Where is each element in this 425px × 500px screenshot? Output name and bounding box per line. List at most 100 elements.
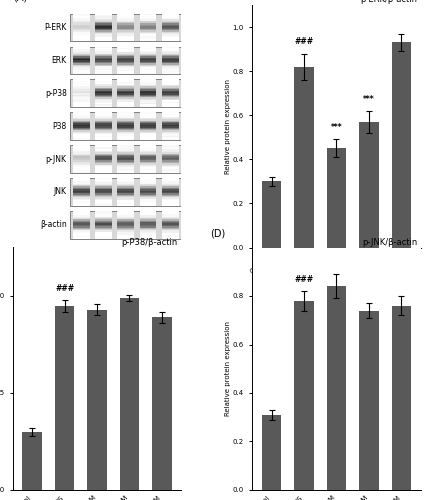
Bar bbox=[162, 102, 178, 103]
Bar bbox=[117, 15, 134, 16]
Bar bbox=[73, 225, 90, 226]
Bar bbox=[117, 136, 134, 138]
Bar bbox=[117, 125, 134, 126]
Bar bbox=[162, 214, 178, 215]
Bar bbox=[117, 86, 134, 88]
Bar bbox=[162, 203, 178, 204]
Bar bbox=[73, 125, 90, 126]
Bar bbox=[117, 204, 134, 206]
Bar bbox=[73, 160, 90, 162]
Bar bbox=[73, 89, 90, 90]
Bar bbox=[95, 194, 112, 196]
Bar bbox=[162, 48, 178, 50]
Bar bbox=[117, 189, 134, 190]
Bar bbox=[162, 128, 178, 129]
Bar bbox=[140, 232, 156, 233]
Bar bbox=[120, 298, 139, 490]
Bar bbox=[140, 16, 156, 18]
Bar bbox=[140, 88, 156, 89]
Bar bbox=[95, 84, 112, 85]
Bar bbox=[140, 220, 156, 222]
Bar bbox=[140, 55, 156, 56]
Bar bbox=[95, 158, 112, 159]
Bar bbox=[73, 82, 90, 84]
Bar bbox=[73, 15, 90, 16]
Bar bbox=[162, 115, 178, 116]
Bar bbox=[73, 122, 90, 124]
Bar bbox=[95, 132, 112, 133]
Bar bbox=[73, 236, 90, 238]
Bar bbox=[140, 28, 156, 29]
Bar bbox=[117, 88, 134, 89]
Bar bbox=[162, 22, 178, 24]
Bar bbox=[73, 216, 90, 218]
Bar bbox=[140, 224, 156, 225]
Bar bbox=[140, 230, 156, 232]
Bar bbox=[162, 62, 178, 63]
Bar bbox=[117, 163, 134, 164]
Bar bbox=[95, 150, 112, 151]
Bar bbox=[140, 236, 156, 238]
Bar bbox=[140, 166, 156, 168]
Bar bbox=[162, 28, 178, 29]
Bar bbox=[162, 72, 178, 73]
Bar bbox=[117, 102, 134, 103]
Bar bbox=[117, 38, 134, 40]
Bar bbox=[140, 50, 156, 51]
Bar bbox=[95, 15, 112, 16]
Bar bbox=[95, 196, 112, 198]
Bar bbox=[117, 99, 134, 100]
Bar bbox=[140, 70, 156, 71]
Bar bbox=[162, 120, 178, 122]
Bar bbox=[162, 228, 178, 229]
Bar bbox=[95, 50, 112, 51]
Bar bbox=[73, 116, 90, 118]
Bar bbox=[95, 138, 112, 140]
Bar bbox=[140, 58, 156, 59]
Bar bbox=[73, 68, 90, 70]
Bar bbox=[140, 215, 156, 216]
Text: –: – bbox=[79, 270, 83, 279]
Bar bbox=[117, 146, 134, 148]
Bar bbox=[73, 81, 90, 82]
Bar bbox=[95, 114, 112, 115]
FancyBboxPatch shape bbox=[70, 146, 181, 173]
Bar bbox=[73, 16, 90, 18]
Bar bbox=[140, 73, 156, 74]
Bar bbox=[140, 82, 156, 84]
Bar bbox=[162, 202, 178, 203]
Bar bbox=[95, 151, 112, 152]
Bar bbox=[117, 158, 134, 159]
Bar bbox=[140, 198, 156, 199]
Bar bbox=[117, 188, 134, 189]
Bar bbox=[73, 58, 90, 59]
Bar bbox=[117, 126, 134, 128]
Bar bbox=[140, 180, 156, 181]
Bar bbox=[95, 178, 112, 180]
Bar bbox=[95, 63, 112, 64]
Bar bbox=[73, 84, 90, 85]
Bar bbox=[117, 112, 134, 114]
Bar bbox=[73, 234, 90, 236]
Bar bbox=[117, 68, 134, 70]
Text: JNK: JNK bbox=[54, 188, 67, 196]
Bar bbox=[162, 96, 178, 98]
Bar bbox=[73, 155, 90, 156]
Bar bbox=[95, 103, 112, 104]
Bar bbox=[162, 18, 178, 20]
Bar bbox=[117, 133, 134, 134]
Bar bbox=[140, 26, 156, 28]
Bar bbox=[140, 86, 156, 88]
Bar bbox=[95, 46, 112, 48]
Bar bbox=[140, 188, 156, 189]
Bar bbox=[73, 96, 90, 98]
Bar bbox=[73, 99, 90, 100]
Bar bbox=[73, 34, 90, 36]
Text: 2.5: 2.5 bbox=[164, 270, 177, 279]
Bar bbox=[162, 16, 178, 18]
Bar bbox=[95, 58, 112, 59]
Bar bbox=[327, 148, 346, 248]
Text: ###: ### bbox=[295, 37, 314, 46]
Bar bbox=[140, 84, 156, 85]
Text: P-ERK: P-ERK bbox=[44, 23, 67, 32]
